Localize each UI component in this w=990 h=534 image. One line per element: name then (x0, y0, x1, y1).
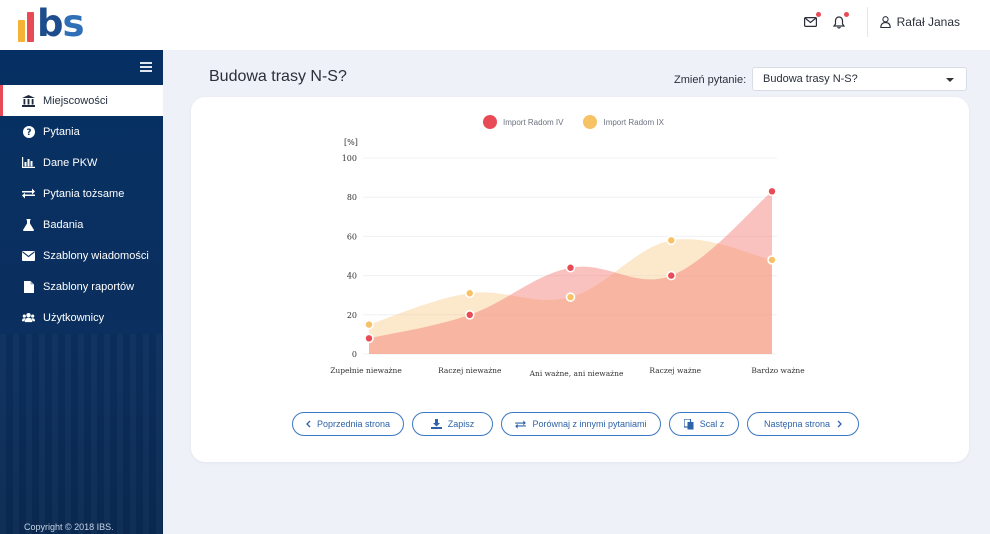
data-point-series-2[interactable] (466, 289, 474, 297)
sidebar-item-pytania[interactable]: ? Pytania (0, 116, 163, 147)
data-point-series-1[interactable] (567, 264, 575, 272)
question-icon: ? (22, 125, 35, 138)
copy-icon (684, 419, 694, 430)
sidebar-item-szablony-wiadomosci[interactable]: Szablony wiadomości (0, 240, 163, 271)
y-tick-label: 80 (347, 193, 357, 202)
sidebar-item-label: Użytkownicy (43, 312, 104, 324)
data-point-series-2[interactable] (365, 321, 373, 329)
sidebar-item-pytania-tozsame[interactable]: Pytania tożsame (0, 178, 163, 209)
chart-card: Import Radom IV Import Radom IX 0 20 40 60 8… (191, 97, 969, 462)
user-name: Rafał Janas (897, 15, 960, 29)
copyright-text: Copyright © 2018 IBS. (24, 522, 114, 532)
bar-chart-icon (22, 156, 35, 169)
y-tick-label: 40 (347, 272, 357, 281)
previous-page-button[interactable]: Poprzednia strona (292, 412, 404, 436)
sidebar-item-uzytkownicy[interactable]: Użytkownicy (0, 302, 163, 333)
x-tick-label: Raczej nieważne (438, 366, 502, 375)
x-tick-label: Bardzo ważne (751, 366, 805, 375)
merge-button[interactable]: Scal z (669, 412, 739, 436)
bell-badge-dot (844, 12, 849, 17)
action-buttons: Poprzednia strona Zapisz Porównaj z inny… (292, 412, 867, 436)
question-select-value: Budowa trasy N-S? (763, 73, 858, 85)
sidebar-item-dane-pkw[interactable]: Dane PKW (0, 147, 163, 178)
data-point-series-1[interactable] (768, 187, 776, 195)
users-icon (22, 311, 35, 324)
y-tick-label: 100 (342, 154, 357, 163)
sidebar-menu: Miejscowości ? Pytania Dane PKW Pytania … (0, 85, 163, 333)
file-icon (22, 280, 35, 293)
data-point-series-1[interactable] (365, 334, 373, 342)
exchange-icon (515, 420, 526, 429)
sidebar-item-label: Szablony wiadomości (43, 250, 149, 262)
sidebar-item-label: Badania (43, 219, 83, 231)
page-title: Budowa trasy N-S? (209, 68, 347, 86)
y-tick-label: 60 (347, 232, 357, 241)
y-tick-label: 0 (352, 350, 357, 359)
y-axis-label: [%] (344, 138, 358, 147)
logo-bars (18, 8, 34, 42)
data-point-series-2[interactable] (567, 293, 575, 301)
header-divider (867, 7, 868, 37)
envelope-icon (22, 249, 35, 262)
envelope-icon[interactable] (803, 14, 819, 30)
x-tick-label: Zupełnie nieważne (330, 366, 402, 375)
sidebar-item-label: Pytania (43, 126, 80, 138)
chevron-left-icon (306, 420, 311, 428)
chevron-right-icon (837, 420, 842, 428)
user-menu[interactable]: Rafał Janas (880, 15, 960, 29)
x-tick-label: Raczej ważne (649, 366, 701, 375)
download-icon (431, 419, 442, 429)
sidebar-item-label: Szablony raportów (43, 281, 134, 293)
data-point-series-2[interactable] (768, 256, 776, 264)
flask-icon (22, 218, 35, 231)
sidebar-item-badania[interactable]: Badania (0, 209, 163, 240)
sidebar-item-label: Miejscowości (43, 95, 108, 107)
data-point-series-1[interactable] (667, 272, 675, 280)
data-point-series-1[interactable] (466, 311, 474, 319)
compare-button[interactable]: Porównaj z innymi pytaniami (501, 412, 661, 436)
area-chart: 0 20 40 60 80 100 Zupełnie nieważne Raczej nie… (191, 97, 969, 397)
envelope-badge-dot (816, 12, 821, 17)
change-question-label: Zmień pytanie: (674, 74, 746, 86)
sidebar-item-label: Pytania tożsame (43, 188, 124, 200)
chevron-down-icon (946, 78, 954, 82)
sidebar-item-label: Dane PKW (43, 157, 97, 169)
next-page-button[interactable]: Następna strona (747, 412, 859, 436)
area-series-1 (369, 191, 772, 354)
sidebar-toggle-icon[interactable] (140, 62, 152, 72)
sidebar-item-szablony-raportow[interactable]: Szablony raportów (0, 271, 163, 302)
bell-icon[interactable] (831, 14, 847, 30)
sidebar-item-miejscowosci[interactable]: Miejscowości (0, 85, 163, 116)
building-icon (22, 94, 35, 107)
question-select[interactable]: Budowa trasy N-S? (752, 67, 967, 91)
user-icon (880, 16, 891, 28)
x-tick-label: Ani ważne, ani nieważne (529, 369, 624, 378)
y-tick-label: 20 (347, 311, 357, 320)
svg-text:?: ? (26, 128, 31, 138)
sidebar: Miejscowości ? Pytania Dane PKW Pytania … (0, 50, 163, 534)
data-point-series-2[interactable] (667, 236, 675, 244)
exchange-icon (22, 187, 35, 200)
save-button[interactable]: Zapisz (412, 412, 493, 436)
